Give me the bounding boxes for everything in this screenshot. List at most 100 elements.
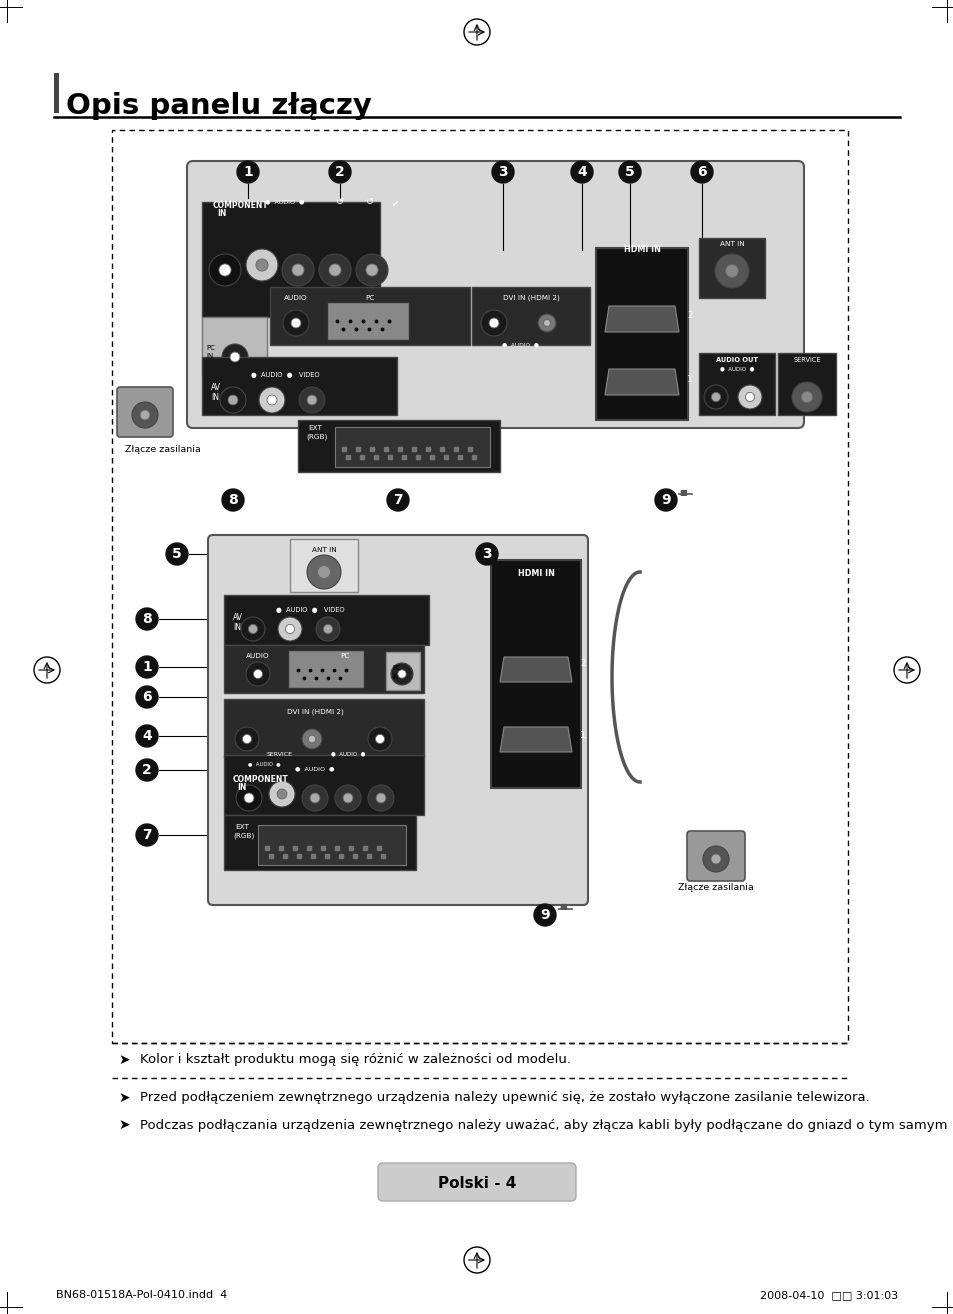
Circle shape: [335, 784, 360, 811]
Text: Złącze zasilania: Złącze zasilania: [678, 883, 753, 891]
Circle shape: [307, 396, 316, 405]
Circle shape: [308, 736, 315, 742]
Circle shape: [242, 735, 252, 744]
Text: 4: 4: [577, 166, 586, 179]
Circle shape: [267, 396, 276, 405]
Circle shape: [655, 489, 677, 511]
Text: DVI IN (HDMI 2): DVI IN (HDMI 2): [502, 294, 558, 301]
Bar: [202, 357, 396, 415]
Circle shape: [220, 388, 246, 413]
Circle shape: [236, 162, 258, 183]
Text: 5: 5: [172, 547, 182, 561]
Circle shape: [292, 264, 304, 276]
Circle shape: [209, 254, 241, 286]
Text: 9: 9: [660, 493, 670, 507]
Bar: [335, 427, 490, 466]
Text: AUDIO: AUDIO: [284, 296, 308, 301]
Circle shape: [714, 254, 748, 288]
Circle shape: [166, 543, 188, 565]
Circle shape: [355, 254, 388, 286]
Circle shape: [368, 727, 392, 752]
Circle shape: [132, 402, 158, 428]
Bar: [327, 302, 409, 340]
Text: AUDIO OUT: AUDIO OUT: [715, 357, 758, 363]
Text: DVI IN (HDMI 2): DVI IN (HDMI 2): [286, 708, 343, 715]
Circle shape: [315, 618, 339, 641]
Bar: [202, 317, 267, 374]
Text: ●  AUDIO  ●: ● AUDIO ●: [248, 762, 280, 766]
Text: ➤: ➤: [118, 1053, 130, 1067]
Text: COMPONENT: COMPONENT: [213, 201, 269, 209]
Text: ●  AUDIO  ●: ● AUDIO ●: [331, 752, 365, 757]
Circle shape: [618, 162, 640, 183]
Text: ■: ■: [679, 487, 686, 497]
Text: COMPONENT: COMPONENT: [233, 774, 289, 783]
Circle shape: [269, 781, 294, 807]
Circle shape: [480, 310, 506, 336]
Circle shape: [136, 686, 158, 708]
Text: (RGB): (RGB): [306, 434, 327, 440]
Text: SERVICE: SERVICE: [267, 752, 293, 757]
Circle shape: [702, 846, 728, 872]
Circle shape: [366, 264, 377, 276]
Text: IN: IN: [211, 393, 219, 402]
Text: PC: PC: [340, 653, 350, 660]
Circle shape: [534, 904, 556, 926]
Text: ●  AUDIO  ●: ● AUDIO ●: [720, 367, 754, 372]
Text: 1: 1: [243, 166, 253, 179]
Circle shape: [222, 489, 244, 511]
Text: 2008-04-10  □□ 3:01:03: 2008-04-10 □□ 3:01:03: [760, 1290, 897, 1300]
Circle shape: [329, 162, 351, 183]
Circle shape: [291, 318, 300, 328]
Circle shape: [302, 729, 322, 749]
Bar: [290, 539, 357, 593]
Circle shape: [218, 264, 231, 276]
Circle shape: [703, 385, 727, 409]
Circle shape: [791, 382, 821, 413]
Polygon shape: [604, 369, 679, 396]
Text: ANT IN: ANT IN: [312, 547, 336, 553]
Text: 2: 2: [579, 658, 585, 668]
Text: 1: 1: [686, 376, 692, 385]
Text: 8: 8: [142, 612, 152, 625]
Circle shape: [375, 794, 386, 803]
Circle shape: [241, 618, 265, 641]
Circle shape: [136, 608, 158, 629]
Circle shape: [343, 794, 353, 803]
Text: IN: IN: [236, 783, 246, 792]
Text: ↺: ↺: [366, 197, 374, 208]
Circle shape: [258, 388, 285, 413]
Text: 7: 7: [393, 493, 402, 507]
Circle shape: [492, 162, 514, 183]
Text: ●  AUDIO  ●: ● AUDIO ●: [265, 200, 304, 205]
Circle shape: [136, 759, 158, 781]
Text: ↺: ↺: [335, 197, 344, 208]
Bar: [54, 74, 59, 113]
Text: PC: PC: [206, 346, 214, 351]
Text: Opis panelu złączy: Opis panelu złączy: [66, 92, 372, 120]
Circle shape: [222, 344, 248, 371]
Circle shape: [234, 727, 258, 752]
Circle shape: [246, 662, 270, 686]
Circle shape: [310, 794, 319, 803]
Text: ANT IN: ANT IN: [719, 240, 743, 247]
Bar: [699, 238, 764, 298]
Circle shape: [537, 314, 556, 332]
Bar: [386, 652, 419, 690]
Bar: [297, 420, 499, 472]
Circle shape: [277, 618, 302, 641]
Circle shape: [302, 784, 328, 811]
Circle shape: [329, 264, 341, 276]
Circle shape: [391, 664, 413, 685]
Text: 7: 7: [142, 828, 152, 842]
Circle shape: [489, 318, 498, 328]
Circle shape: [711, 393, 720, 402]
Text: 4: 4: [142, 729, 152, 742]
Circle shape: [235, 784, 262, 811]
Bar: [288, 650, 364, 689]
Circle shape: [744, 393, 754, 402]
Bar: [472, 286, 589, 346]
Text: Podczas podłączania urządzenia zewnętrznego należy uważać, aby złącza kabli były: Podczas podłączania urządzenia zewnętrzn…: [140, 1118, 953, 1131]
Bar: [112, 130, 847, 1043]
Circle shape: [282, 254, 314, 286]
